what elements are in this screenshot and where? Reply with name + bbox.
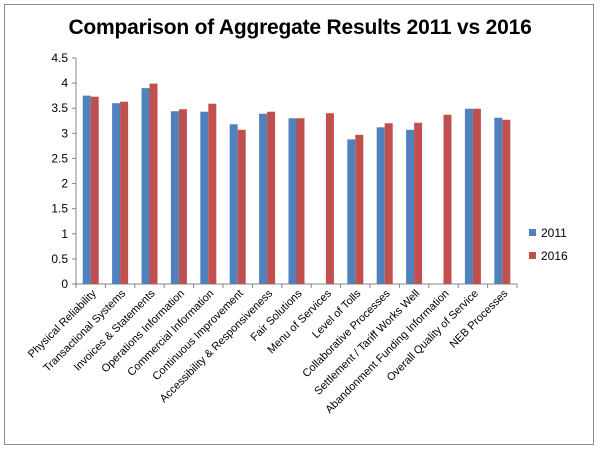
bar-2016 bbox=[208, 103, 217, 284]
y-tick-label: 0.5 bbox=[51, 252, 68, 266]
bar-2011 bbox=[170, 111, 179, 284]
bar-2016 bbox=[90, 96, 99, 284]
bar-2011 bbox=[82, 95, 91, 285]
legend-label-2011: 2011 bbox=[541, 226, 567, 240]
bar-2016 bbox=[120, 101, 129, 285]
y-tick-label: 2.5 bbox=[51, 151, 68, 165]
bar-2016 bbox=[472, 108, 481, 284]
bar-2016 bbox=[149, 83, 158, 284]
bar-2016 bbox=[267, 111, 276, 284]
bar-2011 bbox=[494, 117, 503, 285]
bar-2016 bbox=[502, 119, 511, 284]
bar-2016 bbox=[296, 118, 305, 285]
bar-2011 bbox=[259, 113, 268, 284]
bar-2016 bbox=[414, 122, 423, 284]
bar-2011 bbox=[347, 139, 356, 284]
bar-2016 bbox=[237, 129, 246, 284]
y-tick-label: 1.5 bbox=[51, 202, 68, 216]
y-tick-label: 4.5 bbox=[51, 51, 68, 65]
y-tick-label: 4 bbox=[61, 76, 68, 90]
bar-2011 bbox=[464, 108, 473, 284]
y-tick-label: 1 bbox=[61, 227, 68, 241]
legend-label-2016: 2016 bbox=[541, 249, 568, 263]
bar-2016 bbox=[384, 123, 393, 285]
bar-2011 bbox=[229, 124, 238, 284]
y-tick-label: 0 bbox=[61, 277, 68, 291]
chart-title: Comparison of Aggregate Results 2011 vs … bbox=[68, 16, 532, 39]
bar-2011 bbox=[406, 129, 415, 284]
bar-2016 bbox=[443, 114, 452, 284]
legend-swatch-2011 bbox=[529, 229, 536, 236]
y-axis-ticks: 0 0.5 1 1.5 2 2.5 3 3.5 4 4.5 bbox=[51, 51, 76, 291]
y-tick-label: 3 bbox=[61, 126, 68, 140]
y-tick-label: 2 bbox=[61, 177, 68, 191]
chart-bars bbox=[75, 83, 518, 288]
bar-2011 bbox=[200, 111, 209, 284]
bar-2016 bbox=[178, 109, 187, 284]
bar-2011 bbox=[376, 127, 385, 284]
bar-2011 bbox=[288, 118, 297, 285]
y-tick-label: 3.5 bbox=[51, 101, 68, 115]
bar-2011 bbox=[141, 88, 150, 284]
bar-2016 bbox=[325, 113, 334, 284]
bar-2016 bbox=[355, 134, 364, 284]
chart-legend: 2011 2016 bbox=[529, 226, 568, 263]
legend-swatch-2016 bbox=[529, 252, 536, 259]
bar-2011 bbox=[112, 103, 121, 284]
